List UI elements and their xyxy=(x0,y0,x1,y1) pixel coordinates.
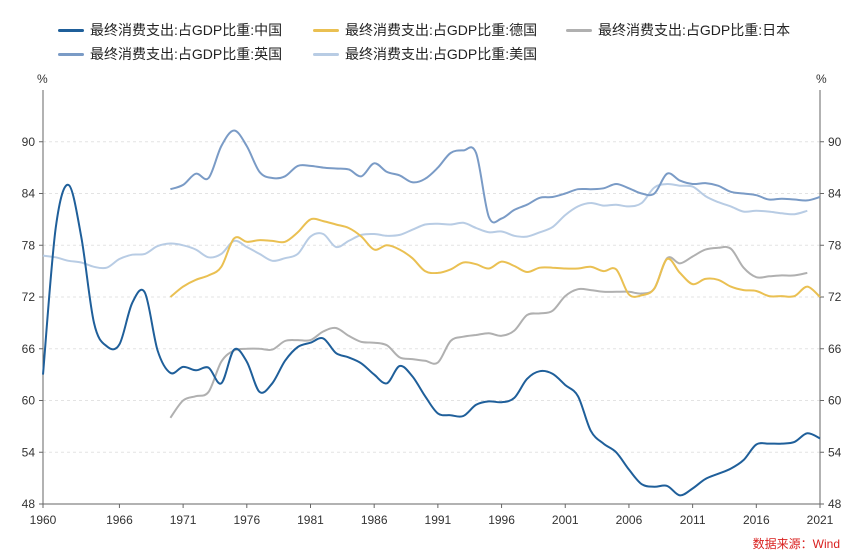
y-tick-label-right: 54 xyxy=(828,445,842,459)
x-tick-label: 2011 xyxy=(680,513,706,527)
x-tick-label: 2001 xyxy=(552,513,579,527)
x-tick-label: 1966 xyxy=(106,513,133,527)
y-tick-label-left: 66 xyxy=(22,342,36,356)
y-tick-label-right: 60 xyxy=(828,394,842,408)
line-chart: 48 48 54 54 60 60 66 66 72 72 78 78 84 84 90 90 1960 1966… xyxy=(0,0,864,558)
x-tick-label: 1996 xyxy=(488,513,515,527)
y-tick-label-left: 54 xyxy=(22,445,36,459)
x-tick-label: 1991 xyxy=(425,513,452,527)
y-tick-label-right: 90 xyxy=(828,135,842,149)
y-tick-label-right: 78 xyxy=(828,238,842,252)
series-line-uk xyxy=(170,131,820,223)
series-line-china xyxy=(43,185,820,496)
y-tick-label-left: 60 xyxy=(22,394,36,408)
y-tick-label-right: 72 xyxy=(828,290,842,304)
x-tick-label: 1986 xyxy=(361,513,388,527)
x-tick-label: 2021 xyxy=(807,513,834,527)
x-tick-label: 2016 xyxy=(743,513,770,527)
y-tick-label-left: 78 xyxy=(22,238,36,252)
y-tick-label-right: 84 xyxy=(828,187,842,201)
x-tick-label: 2006 xyxy=(616,513,643,527)
series-line-japan xyxy=(170,247,807,418)
y-tick-label-left: 72 xyxy=(22,290,36,304)
y-tick-label-left: 48 xyxy=(22,497,36,511)
x-tick-label: 1960 xyxy=(30,513,57,527)
series-line-germany xyxy=(170,219,820,297)
x-tick-label: 1971 xyxy=(170,513,197,527)
y-tick-label-right: 48 xyxy=(828,497,842,511)
data-source-note: 数据来源：Wind xyxy=(753,535,840,552)
y-tick-label-left: 90 xyxy=(22,135,36,149)
y-tick-label-left: 84 xyxy=(22,187,36,201)
x-tick-label: 1981 xyxy=(297,513,324,527)
x-tick-label: 1976 xyxy=(233,513,260,527)
y-tick-label-right: 66 xyxy=(828,342,842,356)
